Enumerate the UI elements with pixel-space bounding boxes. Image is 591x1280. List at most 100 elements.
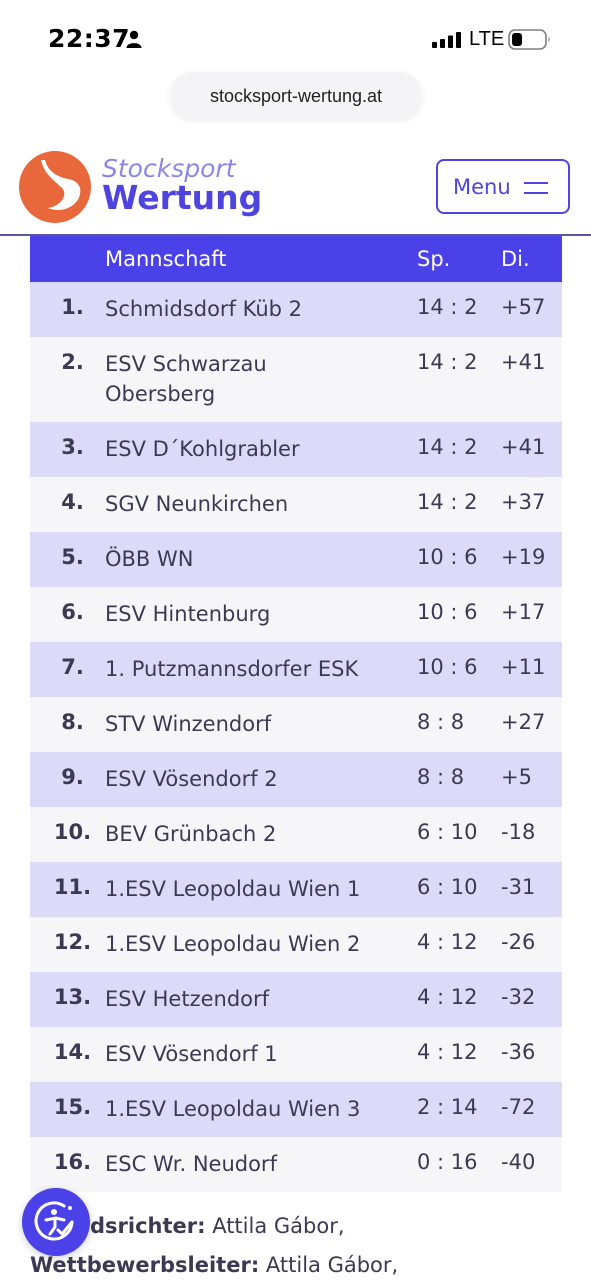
menu-label: Menu [453,174,511,199]
table-row: 6. ESV Hintenburg 10 : 6 +17 [30,587,562,642]
manager-label: Wettbewerbsleiter: [30,1253,260,1277]
row-games: 4 : 12 [417,1040,478,1064]
logo-text-stocksport: Stocksport [102,154,236,183]
url-text: stocksport-wertung.at [209,85,383,106]
row-team: 1.ESV Leopoldau Wien 1 [105,877,361,901]
referee-name: Attila Gábor, [205,1214,345,1238]
row-position: 11. [53,875,92,899]
row-difference: -26 [501,930,536,954]
row-difference: -31 [501,875,536,899]
table-row: 7. 1. Putzmannsdorfer ESK 10 : 6 +11 [30,642,562,697]
header-games: Sp. [417,247,451,271]
row-games: 14 : 2 [417,295,478,319]
table-row: 4. SGV Neunkirchen 14 : 2 +37 [30,477,562,532]
row-games: 14 : 2 [417,490,478,514]
row-position: 7. [61,655,84,679]
row-team: 1.ESV Leopoldau Wien 3 [105,1097,361,1121]
standings-table: Mannschaft Sp. Di. 1. Schmidsdorf Küb 2 … [30,236,562,1192]
row-position: 2. [61,350,84,374]
row-difference: -18 [501,820,536,844]
address-bar[interactable]: stocksport-wertung.at [170,72,422,120]
row-games: 6 : 10 [417,820,478,844]
row-games: 6 : 10 [417,875,478,899]
row-games: 0 : 16 [417,1150,478,1174]
row-team: ESV D´Kohlgrabler [105,437,300,461]
row-position: 12. [53,930,92,954]
row-difference: -40 [501,1150,536,1174]
row-team: ESV Vösendorf 1 [105,1042,278,1066]
row-difference: +37 [501,490,546,514]
row-difference: +5 [501,765,532,789]
row-team: ESV Hetzendorf [105,987,270,1011]
table-row: 3. ESV D´Kohlgrabler 14 : 2 +41 [30,422,562,477]
row-team: Schmidsdorf Küb 2 [105,297,303,321]
table-row: 16. ESC Wr. Neudorf 0 : 16 -40 [30,1137,562,1192]
row-team: ESV Vösendorf 2 [105,767,278,791]
status-time: 22:37 [48,24,131,53]
row-games: 10 : 6 [417,600,478,624]
table-row: 5. ÖBB WN 10 : 6 +19 [30,532,562,587]
row-position: 5. [61,545,84,569]
battery-icon [508,29,550,50]
row-position: 16. [53,1150,92,1174]
menu-button[interactable]: Menu [436,159,570,214]
row-team: SGV Neunkirchen [105,492,289,516]
row-games: 14 : 2 [417,350,478,374]
cellular-signal-icon [432,32,461,48]
table-row: 14. ESV Vösendorf 1 4 : 12 -36 [30,1027,562,1082]
row-games: 2 : 14 [417,1095,478,1119]
table-row: 13. ESV Hetzendorf 4 : 12 -32 [30,972,562,1027]
row-position: 6. [61,600,84,624]
accessibility-button[interactable] [22,1188,90,1256]
row-position: 13. [53,985,92,1009]
table-row: 9. ESV Vösendorf 2 8 : 8 +5 [30,752,562,807]
row-games: 4 : 12 [417,985,478,1009]
status-bar: 22:37 LTE [0,0,591,70]
table-row: 2. ESV Schwarzau Obersberg 14 : 2 +41 [30,337,562,422]
row-difference: +41 [501,435,546,459]
row-team: 1.ESV Leopoldau Wien 2 [105,932,361,956]
table-row: 10. BEV Grünbach 2 6 : 10 -18 [30,807,562,862]
row-position: 8. [61,710,84,734]
row-team: ESV Hintenburg [105,602,271,626]
hamburger-icon [524,182,548,194]
site-header: Stocksport Wertung Menu [0,140,591,236]
row-difference: -72 [501,1095,536,1119]
row-games: 10 : 6 [417,655,478,679]
row-position: 14. [53,1040,92,1064]
table-header-row: Mannschaft Sp. Di. [30,236,562,282]
accessibility-icon [34,1201,74,1241]
row-games: 4 : 12 [417,930,478,954]
row-difference: +27 [501,710,546,734]
header-team: Mannschaft [105,247,227,271]
header-difference: Di. [501,247,530,271]
row-difference: +17 [501,600,546,624]
logo-text-wertung: Wertung [102,178,263,217]
table-row: 11. 1.ESV Leopoldau Wien 1 6 : 10 -31 [30,862,562,917]
manager-line: Wettbewerbsleiter: Attila Gábor, [30,1250,398,1280]
row-games: 8 : 8 [417,710,465,734]
row-games: 10 : 6 [417,545,478,569]
row-difference: -32 [501,985,536,1009]
row-position: 10. [53,820,92,844]
officials-info: dsrichter: Attila Gábor, Wettbewerbsleit… [30,1210,398,1280]
referee-label: dsrichter: [90,1214,206,1238]
person-icon [126,30,142,48]
row-team: BEV Grünbach 2 [105,822,277,846]
row-team: ÖBB WN [105,547,194,571]
row-team: 1. Putzmannsdorfer ESK [105,657,359,681]
row-position: 9. [61,765,84,789]
manager-name: Attila Gábor, [259,1253,399,1277]
row-difference: -36 [501,1040,536,1064]
row-position: 15. [53,1095,92,1119]
referee-line: dsrichter: Attila Gábor, [30,1210,398,1250]
table-row: 1. Schmidsdorf Küb 2 14 : 2 +57 [30,282,562,337]
network-type: LTE [469,28,505,50]
stocksport-logo-icon[interactable] [18,150,92,224]
row-difference: +11 [501,655,546,679]
table-row: 8. STV Winzendorf 8 : 8 +27 [30,697,562,752]
row-difference: +41 [501,350,546,374]
row-games: 8 : 8 [417,765,465,789]
table-row: 15. 1.ESV Leopoldau Wien 3 2 : 14 -72 [30,1082,562,1137]
row-difference: +57 [501,295,546,319]
